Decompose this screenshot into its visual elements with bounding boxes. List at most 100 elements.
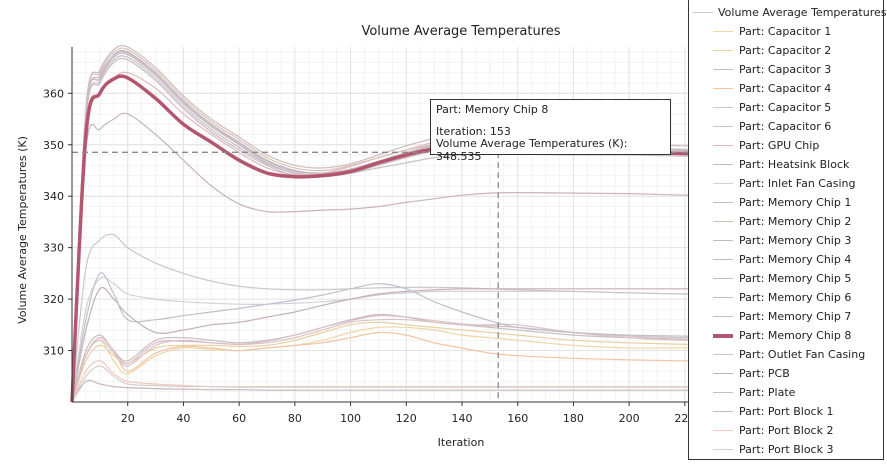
x-tick-label: 20: [121, 412, 135, 425]
legend-swatch: [713, 164, 733, 166]
x-tick-label: 140: [452, 412, 473, 425]
legend-swatch: [713, 392, 733, 394]
legend-swatch: [713, 50, 733, 52]
legend-label: Part: Memory Chip 8: [739, 329, 852, 342]
legend-label: Part: Memory Chip 2: [739, 215, 852, 228]
legend-swatch: [713, 183, 733, 185]
legend-item-plate[interactable]: Part: Plate: [689, 383, 883, 402]
y-axis-title: Volume Average Temperatures (K): [16, 136, 29, 324]
legend-item-memory-chip-2[interactable]: Part: Memory Chip 2: [689, 212, 883, 231]
legend-item-capacitor-2[interactable]: Part: Capacitor 2: [689, 41, 883, 60]
legend-swatch: [713, 430, 733, 432]
y-tick-label: 340: [43, 190, 64, 203]
legend-item-memory-chip-3[interactable]: Part: Memory Chip 3: [689, 231, 883, 250]
legend-label: Part: Memory Chip 1: [739, 196, 852, 209]
legend-label: Part: Memory Chip 4: [739, 253, 852, 266]
legend-label: Part: Capacitor 6: [739, 120, 832, 133]
x-tick-label: 80: [288, 412, 302, 425]
legend-label: Part: GPU Chip: [739, 139, 820, 152]
legend-item-memory-chip-6[interactable]: Part: Memory Chip 6: [689, 288, 883, 307]
legend-label: Part: Memory Chip 3: [739, 234, 852, 247]
series-line-port-block-3[interactable]: [71, 365, 852, 403]
legend-swatch: [713, 202, 733, 204]
legend-item-capacitor-3[interactable]: Part: Capacitor 3: [689, 60, 883, 79]
y-tick-label: 330: [43, 242, 64, 255]
x-tick-label: 160: [507, 412, 528, 425]
legend-item-inlet-fan-casing[interactable]: Part: Inlet Fan Casing: [689, 174, 883, 193]
legend-swatch: [713, 259, 733, 261]
series-line-heatsink-block[interactable]: [71, 112, 853, 403]
chart-title: Volume Average Temperatures: [361, 24, 560, 39]
legend-label: Part: Capacitor 1: [739, 25, 832, 38]
legend-item-outlet-fan-casing[interactable]: Part: Outlet Fan Casing: [689, 345, 883, 364]
legend-label: Part: Port Block 2: [739, 424, 834, 437]
legend-swatch: [713, 145, 733, 147]
legend-item-port-block-3[interactable]: Part: Port Block 3: [689, 440, 883, 459]
legend-item-memory-chip-5[interactable]: Part: Memory Chip 5: [689, 269, 883, 288]
legend-label: Part: Memory Chip 6: [739, 291, 852, 304]
series-line-capacitor-1[interactable]: [71, 326, 852, 403]
tooltip-value: Volume Average Temperatures (K): 348.535: [436, 137, 628, 163]
legend-swatch: [713, 221, 733, 223]
legend-item-memory-chip-8[interactable]: Part: Memory Chip 8: [689, 326, 883, 345]
x-tick-label: 180: [563, 412, 584, 425]
legend-label: Part: Port Block 3: [739, 443, 834, 456]
x-axis-title: Iteration: [438, 436, 485, 449]
legend-item-capacitor-4[interactable]: Part: Capacitor 4: [689, 79, 883, 98]
y-tick-label: 350: [43, 139, 64, 152]
legend-label: Part: Plate: [739, 386, 796, 399]
legend-label: Part: Capacitor 2: [739, 44, 832, 57]
legend-label: Part: Port Block 1: [739, 405, 834, 418]
legend-label: Part: Outlet Fan Casing: [739, 348, 866, 361]
x-tick-label: 60: [232, 412, 246, 425]
legend-item-gpu-chip[interactable]: Part: GPU Chip: [689, 136, 883, 155]
legend-item-pcb[interactable]: Part: PCB: [689, 364, 883, 383]
legend-swatch: [713, 31, 733, 33]
legend-item-capacitor-1[interactable]: Part: Capacitor 1: [689, 22, 883, 41]
series-line-pcb[interactable]: [71, 287, 853, 403]
x-tick-label: 100: [340, 412, 361, 425]
legend-item-memory-chip-4[interactable]: Part: Memory Chip 4: [689, 250, 883, 269]
legend-item-capacitor-6[interactable]: Part: Capacitor 6: [689, 117, 883, 136]
axes: 2040608010012014016018020022024026028031…: [43, 47, 863, 425]
series-line-plate[interactable]: [71, 272, 853, 403]
legend-swatch: [713, 354, 733, 356]
legend-header[interactable]: Volume Average Temperatures: [689, 3, 887, 22]
legend-swatch: [713, 278, 733, 280]
y-tick-label: 360: [43, 87, 64, 100]
x-tick-label: 120: [396, 412, 417, 425]
legend-swatch: [713, 334, 733, 338]
legend-label: Part: Capacitor 5: [739, 101, 832, 114]
legend-label: Part: Capacitor 3: [739, 63, 832, 76]
y-tick-label: 310: [43, 345, 64, 358]
legend-item-port-block-2[interactable]: Part: Port Block 2: [689, 421, 883, 440]
legend-item-memory-chip-7[interactable]: Part: Memory Chip 7: [689, 307, 883, 326]
series-line-capacitor-4[interactable]: [71, 331, 852, 403]
legend-item-memory-chip-1[interactable]: Part: Memory Chip 1: [689, 193, 883, 212]
legend-item-capacitor-5[interactable]: Part: Capacitor 5: [689, 98, 883, 117]
y-tick-label: 320: [43, 293, 64, 306]
legend-swatch: [713, 316, 733, 318]
legend-header-swatch: [693, 12, 713, 14]
data-tooltip: Part: Memory Chip 8 Iteration: 153 Volum…: [430, 99, 671, 162]
legend-swatch: [713, 126, 733, 128]
legend-swatch: [713, 411, 733, 413]
legend-swatch: [713, 69, 733, 71]
series-line-capacitor-5[interactable]: [71, 318, 852, 403]
legend-label: Part: PCB: [739, 367, 790, 380]
legend-label: Part: Heatsink Block: [739, 158, 850, 171]
legend-item-port-block-1[interactable]: Part: Port Block 1: [689, 402, 883, 421]
series-line-capacitor-6[interactable]: [71, 314, 853, 403]
tooltip-iteration: Iteration: 153: [436, 124, 511, 138]
legend-item-heatsink-block[interactable]: Part: Heatsink Block: [689, 155, 883, 174]
legend-label: Part: Capacitor 4: [739, 82, 832, 95]
series-line-port-block-1[interactable]: [71, 379, 852, 403]
legend-header-label: Volume Average Temperatures: [718, 6, 887, 19]
tooltip-series-name: Part: Memory Chip 8: [436, 103, 549, 116]
legend-swatch: [713, 373, 733, 375]
x-tick-label: 40: [176, 412, 190, 425]
legend[interactable]: Volume Average Temperatures Part: Capaci…: [688, 0, 887, 460]
legend-swatch: [713, 107, 733, 109]
legend-swatch: [713, 88, 733, 90]
legend-label: Part: Memory Chip 5: [739, 272, 852, 285]
